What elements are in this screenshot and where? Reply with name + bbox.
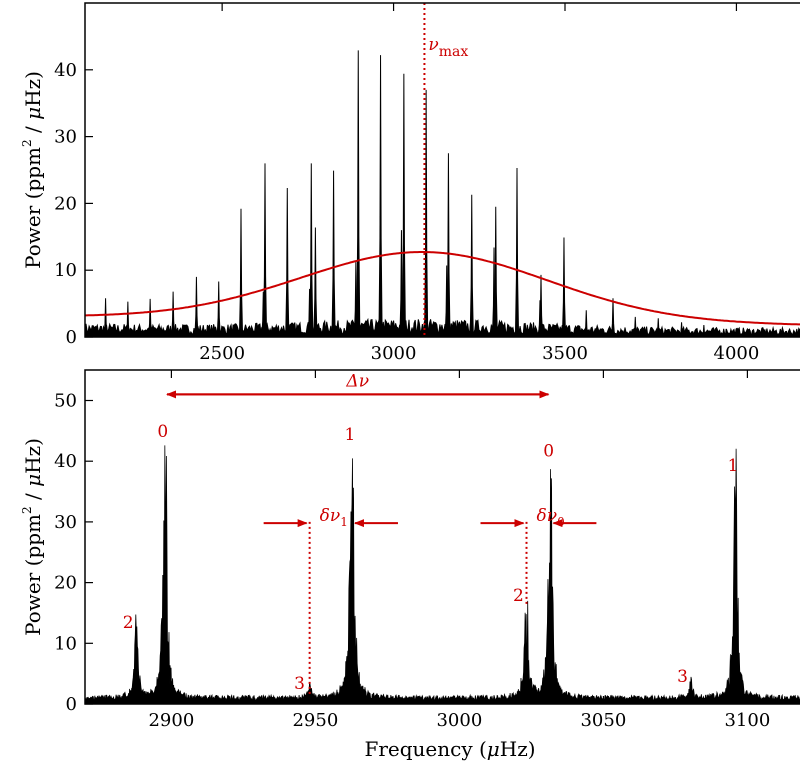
top-y-tick-label: 10 [54, 260, 77, 281]
bottom-y-axis-title: Power (ppm2 / μHz) [20, 438, 45, 636]
top-mode-peak [216, 281, 221, 337]
bottom-x-tick-label: 3100 [724, 710, 770, 731]
top-panel: νmax 0 10 20 30 40 2500 3000 3500 4000 Power (p… [20, 2, 800, 364]
top-axes-frame [84, 2, 800, 338]
mode-degree-label: 1 [345, 425, 356, 445]
bottom-y-tick-label: 0 [66, 694, 77, 715]
mode-degree-label: 0 [543, 441, 554, 461]
mode-degree-label: 2 [123, 613, 134, 633]
bottom-y-tick-label: 40 [54, 451, 77, 472]
top-mode-peak [633, 316, 638, 337]
bottom-x-tick-label: 2900 [148, 710, 194, 731]
top-mode-peak [313, 227, 318, 337]
top-mode-peak [493, 206, 498, 337]
delta-nu-label: Δν [345, 371, 369, 391]
top-mode-peak [514, 167, 520, 337]
mode-degree-label: 2 [513, 586, 524, 606]
bottom-x-tick-label: 3000 [436, 710, 482, 731]
top-mode-peak [584, 310, 589, 337]
bottom-y-tick-label: 20 [54, 573, 77, 594]
mode-degree-label: 0 [157, 422, 168, 442]
top-mode-peak [747, 330, 753, 337]
top-mode-peak [331, 170, 336, 337]
numax-symbol: ν [428, 35, 438, 55]
top-mode-peak [171, 291, 176, 337]
top-mode-peak [771, 331, 777, 337]
bottom-x-tick-label: 2950 [292, 710, 338, 731]
top-x-tick-label: 3500 [542, 343, 588, 364]
bottom-spectrum-trace [85, 445, 800, 704]
top-y-tick-label: 0 [66, 327, 77, 348]
top-gaussian-envelope [85, 251, 800, 326]
top-mode-peak [125, 301, 130, 337]
top-y-tick-label: 20 [54, 193, 77, 214]
top-mode-peak [679, 322, 684, 337]
bottom-axes-frame [84, 369, 800, 705]
small-separation-label: δν0 [537, 506, 565, 529]
top-mode-peak [610, 298, 616, 337]
top-mode-peak [194, 276, 199, 337]
top-mode-peak [446, 153, 451, 337]
mode-degree-label: 3 [677, 667, 688, 687]
bottom-y-tick-label: 30 [54, 512, 77, 533]
bottom-y-tick-label: 10 [54, 633, 77, 654]
mode-degree-label: 1 [728, 456, 739, 476]
top-noise-floor [85, 317, 800, 337]
top-mode-peak [656, 318, 661, 337]
top-spectrum [85, 3, 800, 337]
top-mode-peak [701, 324, 706, 337]
top-x-tick-label: 3000 [371, 343, 417, 364]
top-mode-peak [401, 73, 406, 337]
top-mode-peak [148, 298, 153, 337]
top-mode-peak [378, 55, 383, 337]
top-x-tick-label: 2500 [199, 343, 245, 364]
top-x-tick-label: 4000 [714, 343, 760, 364]
top-mode-peak [238, 208, 244, 337]
mode-degree-label: 3 [294, 674, 305, 694]
top-mode-peak [356, 50, 361, 337]
bottom-x-tick-label: 3050 [580, 710, 626, 731]
numax-subscript: max [439, 44, 469, 60]
top-mode-peak [469, 194, 474, 337]
top-mode-peak [103, 298, 108, 337]
top-mode-peak [285, 188, 290, 337]
numax-label: νmax [428, 35, 468, 60]
top-y-axis-title: Power (ppm2 / μHz) [20, 71, 45, 269]
top-mode-peak [724, 328, 729, 337]
top-mode-peak [309, 163, 314, 337]
top-mode-peak [561, 237, 567, 337]
bottom-spectrum [85, 445, 800, 704]
top-y-tick-label: 30 [54, 127, 77, 148]
top-y-tick-label: 40 [54, 60, 77, 81]
small-separation-label: δν1 [320, 506, 348, 529]
bottom-y-tick-label: 50 [54, 391, 77, 412]
top-mode-peak [537, 300, 543, 337]
top-mode-peak [262, 163, 268, 337]
bottom-x-axis-title: Frequency (μHz) [364, 737, 535, 761]
